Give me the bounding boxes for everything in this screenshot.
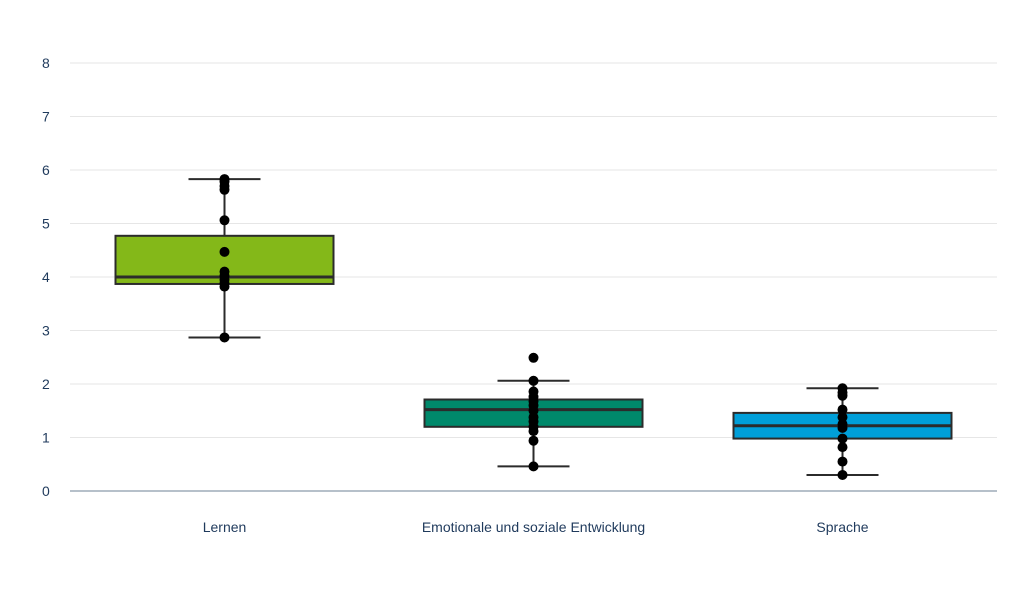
data-point	[528, 435, 539, 446]
data-point	[837, 456, 848, 467]
data-point	[837, 412, 848, 423]
y-tick-label: 5	[42, 216, 50, 232]
y-tick-label: 3	[42, 323, 50, 339]
data-point	[837, 469, 848, 480]
data-point	[528, 386, 539, 397]
data-point	[528, 461, 539, 472]
category-label: Sprache	[816, 519, 868, 535]
data-point	[837, 383, 848, 394]
box-group	[114, 174, 335, 343]
box-group	[732, 383, 953, 480]
y-tick-label: 8	[42, 55, 50, 71]
data-point	[837, 404, 848, 415]
data-point	[837, 442, 848, 453]
y-tick-label: 4	[42, 269, 50, 285]
y-tick-label: 7	[42, 109, 50, 125]
data-point	[528, 352, 539, 363]
y-tick-label: 1	[42, 430, 50, 446]
box-group	[423, 352, 644, 472]
data-point	[219, 332, 230, 343]
x-axis-category-labels: Lernen Emotionale und soziale Entwicklung…	[203, 519, 869, 535]
data-point	[837, 433, 848, 444]
data-point	[219, 246, 230, 257]
data-point	[219, 174, 230, 185]
y-tick-label: 0	[42, 483, 50, 499]
y-tick-label: 2	[42, 376, 50, 392]
data-point	[528, 375, 539, 386]
y-axis-ticks: 0 1 2 3 4 5 6 7 8	[42, 55, 50, 499]
data-point	[837, 419, 848, 430]
data-point	[219, 215, 230, 226]
category-label: Lernen	[203, 519, 247, 535]
y-tick-label: 6	[42, 162, 50, 178]
box-groups	[114, 174, 953, 480]
data-point	[219, 266, 230, 277]
category-label: Emotionale und soziale Entwicklung	[422, 519, 645, 535]
